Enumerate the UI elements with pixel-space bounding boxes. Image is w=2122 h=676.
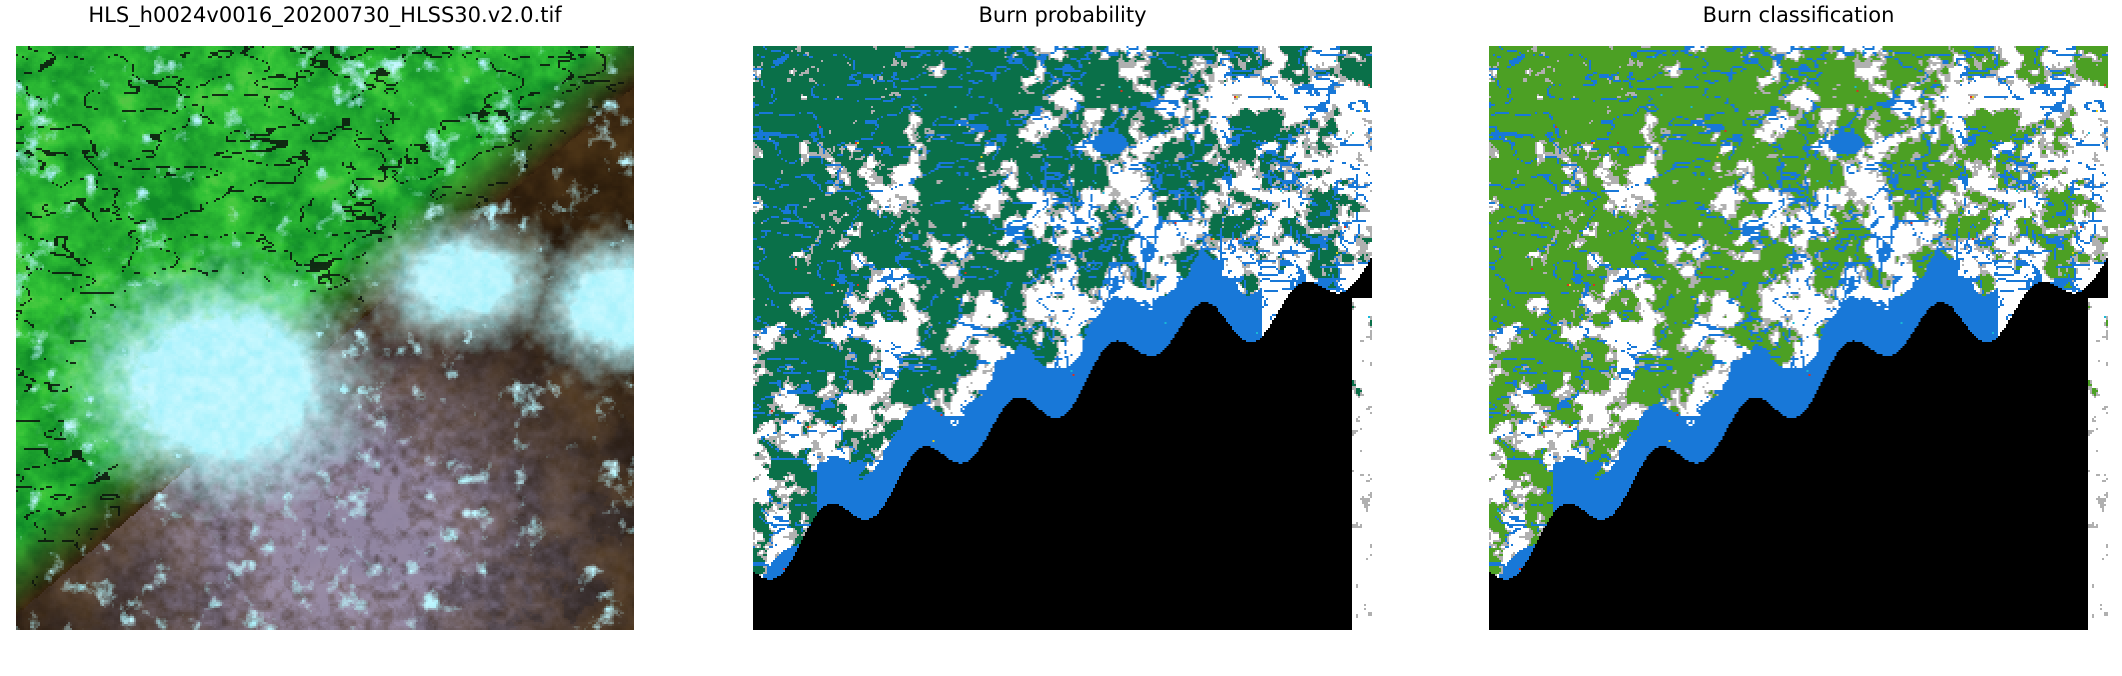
panel-burn-probability: Burn probability: [753, 0, 1372, 676]
panel-burn-probability-axes: [753, 46, 1372, 630]
panel-burn-classification: Burn classification: [1489, 0, 2108, 676]
panel-burn-probability-raster: [753, 46, 1372, 630]
panel-rgb-axes: [16, 46, 634, 630]
panel-rgb-composite: HLS_h0024v0016_20200730_HLSS30.v2.0.tif: [16, 0, 634, 676]
panel-burn-classification-title: Burn classification: [1702, 3, 1895, 27]
panel-burn-classification-raster: [1489, 46, 2108, 630]
panel-burn-probability-title: Burn probability: [978, 3, 1147, 27]
panel-burn-classification-axes: [1489, 46, 2108, 630]
panel-rgb-title: HLS_h0024v0016_20200730_HLSS30.v2.0.tif: [88, 3, 562, 27]
panel-rgb-raster: [16, 46, 634, 630]
